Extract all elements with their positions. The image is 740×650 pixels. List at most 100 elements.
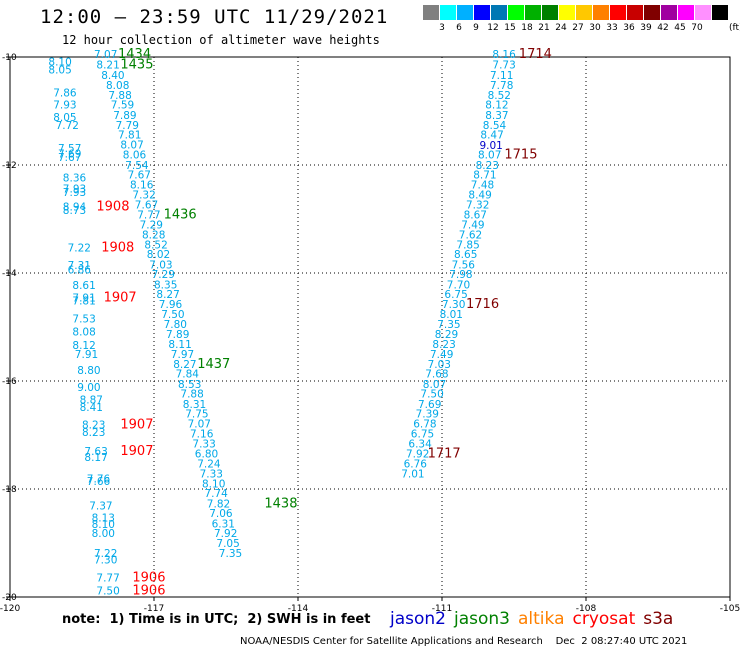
swh-point-label: 7.30 bbox=[442, 299, 465, 311]
swh-point-label: 7.03 bbox=[428, 359, 451, 371]
legend-item-jason3: jason3 bbox=[454, 609, 510, 629]
pass-time-label: 1906 bbox=[132, 584, 165, 599]
x-tick-label: -111 bbox=[432, 604, 452, 614]
swh-point-label: 7.89 bbox=[166, 329, 189, 341]
legend-item-s3a: s3a bbox=[643, 609, 674, 629]
swh-point-label: 7.05 bbox=[216, 538, 239, 550]
swh-point-label: 7.85 bbox=[456, 239, 479, 251]
swh-point-label: 8.12 bbox=[72, 340, 95, 352]
chart-subtitle: 12 hour collection of altimeter wave hei… bbox=[62, 33, 380, 47]
swh-point-label: 7.86 bbox=[53, 88, 77, 100]
x-tick-label: -108 bbox=[576, 604, 597, 614]
swh-point-label: 8.52 bbox=[488, 90, 511, 102]
swh-point-label: 8.54 bbox=[483, 120, 507, 132]
swh-point-label: 7.49 bbox=[461, 220, 484, 232]
swh-point-label: 7.32 bbox=[132, 189, 155, 201]
colorbar-label: 15 bbox=[504, 23, 516, 33]
swh-point-label: 8.10 bbox=[92, 519, 115, 531]
swh-point-label: 8.94 bbox=[63, 201, 87, 213]
swh-point-label: 7.76 bbox=[87, 474, 111, 486]
swh-point-label: 7.70 bbox=[447, 279, 470, 291]
swh-point-label: 8.08 bbox=[106, 80, 129, 92]
pass-time-label: 1716 bbox=[466, 297, 499, 312]
swh-point-label: 8.52 bbox=[144, 239, 167, 251]
colorbar-swatch bbox=[610, 5, 627, 20]
swh-point-label: 7.11 bbox=[490, 70, 513, 82]
swh-point-label: 7.93 bbox=[63, 184, 86, 196]
swh-point-label: 8.07 bbox=[478, 150, 501, 162]
swh-point-label: 7.29 bbox=[152, 269, 175, 281]
colorbar-label: 9 bbox=[473, 23, 479, 33]
swh-point-label: 7.35 bbox=[437, 319, 460, 331]
swh-point-label: 7.59 bbox=[111, 100, 134, 112]
colorbar-label: 3 bbox=[439, 23, 445, 33]
swh-point-label: 7.57 bbox=[58, 143, 81, 155]
x-tick-label: -117 bbox=[144, 604, 164, 614]
swh-point-label: 7.93 bbox=[63, 187, 86, 199]
swh-point-label: 7.67 bbox=[58, 152, 81, 164]
swh-point-label: 7.48 bbox=[471, 180, 494, 192]
swh-point-label: 7.91 bbox=[75, 349, 98, 361]
swh-point-label: 6.75 bbox=[444, 289, 467, 301]
x-tick-label: -105 bbox=[720, 604, 740, 614]
swh-point-label: 7.73 bbox=[492, 60, 515, 72]
swh-point-label: 7.88 bbox=[180, 389, 203, 401]
colorbar-swatch bbox=[678, 5, 695, 20]
footnote: note: 1) Time is in UTC; 2) SWH is in fe… bbox=[62, 612, 371, 627]
swh-point-label: 7.53 bbox=[72, 313, 95, 325]
colorbar-label: 27 bbox=[572, 23, 584, 33]
swh-point-label: 6.78 bbox=[413, 419, 436, 431]
swh-point-label: 6.80 bbox=[195, 448, 218, 460]
swh-point-label: 7.91 bbox=[72, 293, 95, 305]
swh-point-label: 7.96 bbox=[159, 299, 183, 311]
swh-point-label: 8.37 bbox=[485, 110, 508, 122]
legend-item-cryosat: cryosat bbox=[572, 609, 636, 629]
pass-time-label: 1435 bbox=[120, 58, 153, 73]
x-tick-label: -114 bbox=[288, 604, 309, 614]
swh-point-label: 8.23 bbox=[82, 427, 105, 439]
swh-point-label: 7.07 bbox=[188, 419, 211, 431]
swh-point-label: 6.34 bbox=[408, 439, 432, 451]
colorbar-label: 36 bbox=[623, 23, 635, 33]
colorbar-label: 24 bbox=[555, 23, 567, 33]
colorbar-swatch bbox=[474, 5, 491, 20]
swh-point-label: 8.87 bbox=[80, 394, 103, 406]
colorbar-swatch bbox=[661, 5, 678, 20]
swh-point-label: 7.49 bbox=[430, 349, 453, 361]
swh-point-label: 7.37 bbox=[89, 501, 112, 513]
swh-point-label: 8.49 bbox=[468, 189, 491, 201]
swh-point-label: 7.50 bbox=[420, 389, 443, 401]
credit-line: NOAA/NESDIS Center for Satellite Applica… bbox=[240, 636, 688, 647]
swh-point-label: 7.92 bbox=[406, 448, 429, 460]
swh-point-label: 7.79 bbox=[116, 120, 139, 132]
swh-point-label: 8.65 bbox=[454, 249, 477, 261]
swh-point-label: 7.72 bbox=[56, 120, 79, 132]
swh-point-label: 8.07 bbox=[423, 379, 446, 391]
swh-point-label: 7.03 bbox=[149, 259, 172, 271]
swh-point-label: 8.28 bbox=[142, 229, 165, 241]
y-tick-label: -18 bbox=[2, 485, 17, 495]
swh-point-label: 8.31 bbox=[183, 399, 206, 411]
colorbar-label: 42 bbox=[657, 23, 669, 33]
swh-point-label: 7.35 bbox=[219, 548, 242, 560]
swh-point-label: 7.32 bbox=[466, 200, 489, 212]
y-tick-label: -20 bbox=[2, 593, 17, 603]
swh-point-label: 7.81 bbox=[118, 130, 141, 142]
swh-point-label: 8.71 bbox=[473, 170, 496, 182]
colorbar-label: 45 bbox=[674, 23, 686, 33]
swh-point-label: 8.05 bbox=[48, 65, 71, 77]
colorbar-label: 30 bbox=[589, 23, 601, 33]
swh-point-label: 6.76 bbox=[404, 459, 428, 471]
y-tick-label: -16 bbox=[2, 377, 17, 387]
swh-point-label: 8.05 bbox=[53, 112, 76, 124]
colorbar-swatch bbox=[542, 5, 559, 20]
swh-point-label: 7.06 bbox=[209, 508, 233, 520]
swh-point-label: 7.31 bbox=[68, 260, 91, 272]
swh-point-label: 7.77 bbox=[96, 572, 119, 584]
swh-point-label: 7.92 bbox=[214, 528, 237, 540]
swh-point-label: 7.67 bbox=[135, 200, 158, 212]
swh-point-label: 7.54 bbox=[125, 160, 149, 172]
colorbar-label: 21 bbox=[538, 23, 550, 33]
